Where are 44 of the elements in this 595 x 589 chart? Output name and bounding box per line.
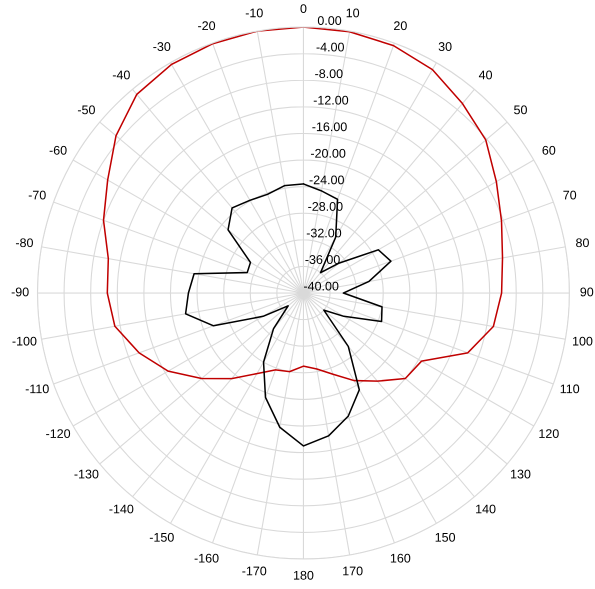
spoke-label: 170 [343, 566, 363, 576]
y-tick-label: -16.00 [312, 122, 347, 132]
spoke-label: 70 [563, 190, 576, 200]
spoke-label: 60 [542, 146, 556, 155]
spoke-label: 160 [390, 554, 410, 563]
spoke-label: -30 [153, 42, 170, 52]
spoke-label: 150 [436, 532, 456, 542]
spoke-label: -110 [26, 384, 49, 394]
spoke-label: 130 [511, 470, 530, 478]
y-tick-label: -24.00 [310, 175, 344, 184]
y-tick-label: -20.00 [310, 148, 346, 158]
spoke-label: 10 [346, 8, 360, 18]
spoke-label: -50 [78, 105, 95, 114]
spoke-label: -80 [16, 238, 33, 248]
spoke-label: -40 [112, 70, 130, 80]
spoke-label: 30 [438, 42, 452, 52]
spoke-label: 50 [514, 105, 527, 114]
y-tick-label: -12.00 [314, 96, 348, 105]
spoke-label: 140 [476, 504, 496, 514]
spoke-label: 180 [294, 570, 314, 580]
spoke-label: -20 [198, 21, 216, 30]
spoke-label: -100 [12, 336, 36, 346]
spoke-label: -150 [150, 532, 174, 542]
spoke-label: -120 [46, 429, 70, 438]
y-tick-label: 0.00 [318, 16, 342, 25]
spoke-label: -60 [50, 146, 67, 155]
spoke-label: 110 [560, 384, 580, 394]
spoke-label: -90 [12, 288, 29, 296]
spoke-label: -70 [28, 190, 46, 200]
y-tick-label: -8.00 [315, 69, 343, 78]
spoke-label: -140 [109, 504, 134, 514]
spoke-label: -170 [242, 566, 266, 576]
spoke-label: 20 [394, 21, 407, 30]
y-tick-label: -40.00 [304, 282, 338, 291]
spoke-label: -10 [246, 8, 263, 18]
spoke-label: 100 [573, 336, 592, 346]
spoke-label: 90 [580, 288, 594, 296]
spoke-label: 120 [539, 429, 559, 438]
y-tick-label: -4.00 [316, 42, 344, 52]
spoke-label: 0 [300, 4, 306, 14]
spoke-label: 80 [576, 238, 589, 248]
spoke-label: 40 [478, 70, 492, 80]
spoke-label: -160 [194, 554, 219, 563]
spoke-label: -130 [74, 470, 98, 478]
